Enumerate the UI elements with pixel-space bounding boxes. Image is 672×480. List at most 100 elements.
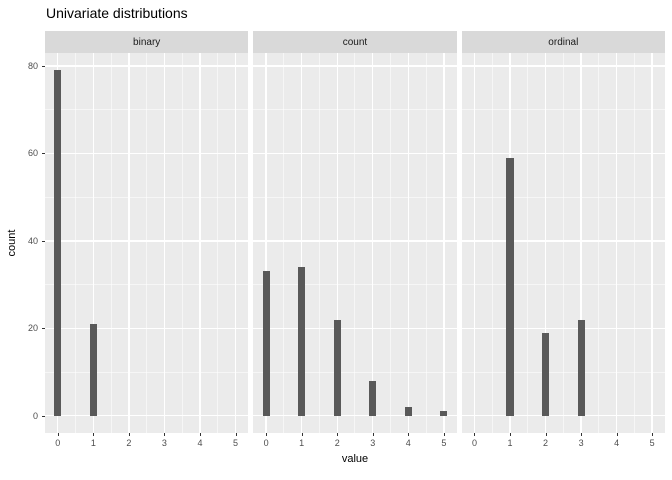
x-tick-mark (128, 433, 130, 436)
x-tick-mark (616, 433, 618, 436)
y-tick-label: 20 (27, 323, 38, 334)
x-tick-mark (337, 433, 339, 436)
gridline-minor (75, 53, 77, 433)
gridline-major (253, 65, 457, 67)
gridline-major (45, 152, 249, 155)
gridline-major (45, 240, 249, 242)
bar (89, 323, 97, 416)
y-tick-mark (42, 328, 45, 330)
x-tick-label: 1 (90, 438, 96, 448)
y-tick-mark (42, 240, 45, 242)
y-tick-label: 40 (27, 235, 38, 246)
x-tick-mark (474, 433, 476, 436)
gridline-minor (110, 53, 112, 433)
x-tick-label: 4 (197, 438, 203, 448)
x-tick-mark (372, 433, 374, 436)
gridline-minor (283, 53, 285, 433)
x-tick-mark (581, 433, 583, 436)
gridline-major (45, 415, 249, 417)
facet-strip-ordinal: ordinal (461, 31, 665, 53)
bar (577, 319, 585, 416)
gridline-major (615, 53, 618, 433)
x-tick-mark (235, 433, 237, 436)
y-tick-mark (42, 153, 45, 155)
gridline-minor (354, 53, 356, 433)
x-tick-mark (57, 433, 59, 436)
facet-strip-label: ordinal (548, 36, 579, 48)
gridline-major (473, 53, 476, 433)
gridline-major (651, 53, 653, 433)
bar (333, 319, 341, 416)
x-tick-mark (93, 433, 95, 436)
gridline-major (163, 53, 166, 433)
gridline-major (544, 53, 547, 433)
bar (541, 332, 550, 416)
bar (54, 70, 62, 416)
x-tick-label: 2 (543, 438, 549, 448)
x-tick-mark (443, 433, 445, 436)
gridline-major (407, 53, 409, 433)
x-tick-label: 1 (507, 438, 513, 448)
x-tick-label: 4 (405, 438, 411, 448)
x-tick-mark (301, 433, 303, 436)
x-tick-label: 3 (578, 438, 584, 448)
gridline-minor (318, 53, 320, 433)
x-tick-label: 0 (263, 438, 269, 448)
x-tick-label: 2 (334, 438, 340, 448)
gridline-minor (633, 53, 635, 433)
gridline-major (253, 240, 457, 242)
x-tick-label: 5 (233, 438, 239, 448)
x-tick-label: 5 (649, 438, 655, 448)
x-tick-label: 5 (441, 438, 447, 448)
y-tick-label: 80 (27, 60, 38, 71)
x-tick-mark (164, 433, 166, 436)
gridline-major (336, 53, 338, 433)
x-tick-mark (652, 433, 654, 436)
x-tick-label: 3 (370, 438, 376, 448)
x-tick-label: 1 (299, 438, 305, 448)
x-tick-label: 0 (471, 438, 477, 448)
gridline-minor (425, 53, 427, 433)
x-tick-label: 0 (55, 438, 61, 448)
gridline-major (253, 415, 457, 417)
x-tick-mark (408, 433, 410, 436)
gridline-major (461, 415, 665, 417)
facet-panel-binary (45, 53, 249, 433)
chart-title: Univariate distributions (46, 5, 188, 21)
gridline-minor (598, 53, 600, 433)
gridline-minor (217, 53, 219, 433)
x-tick-mark (545, 433, 547, 436)
gridline-major (580, 53, 582, 433)
y-tick-label: 60 (27, 148, 38, 159)
x-tick-mark (199, 433, 201, 436)
gridline-minor (491, 53, 493, 433)
x-tick-label: 4 (614, 438, 620, 448)
facet-panel-count (253, 53, 457, 433)
gridline-major (372, 53, 374, 433)
gridline-major (461, 327, 665, 329)
x-tick-mark (266, 433, 268, 436)
bar (369, 380, 377, 416)
y-tick-label: 0 (32, 410, 38, 421)
facet-strip-count: count (253, 31, 457, 53)
gridline-minor (390, 53, 392, 433)
gridline-major (253, 152, 457, 155)
facet-panel-ordinal (461, 53, 665, 433)
x-tick-label: 3 (161, 438, 167, 448)
gridline-minor (527, 53, 529, 433)
bar (440, 411, 448, 416)
y-tick-mark (42, 415, 45, 417)
x-axis-title: value (341, 453, 369, 465)
x-tick-label: 2 (126, 438, 132, 448)
gridline-major (300, 53, 303, 433)
gridline-major (265, 53, 267, 433)
gridline-major (199, 53, 201, 433)
bar (298, 267, 306, 416)
gridline-minor (146, 53, 148, 433)
x-tick-mark (510, 433, 511, 436)
gridline-minor (181, 53, 183, 433)
bar (404, 407, 412, 416)
gridline-major (45, 65, 249, 67)
y-tick-mark (42, 65, 45, 67)
